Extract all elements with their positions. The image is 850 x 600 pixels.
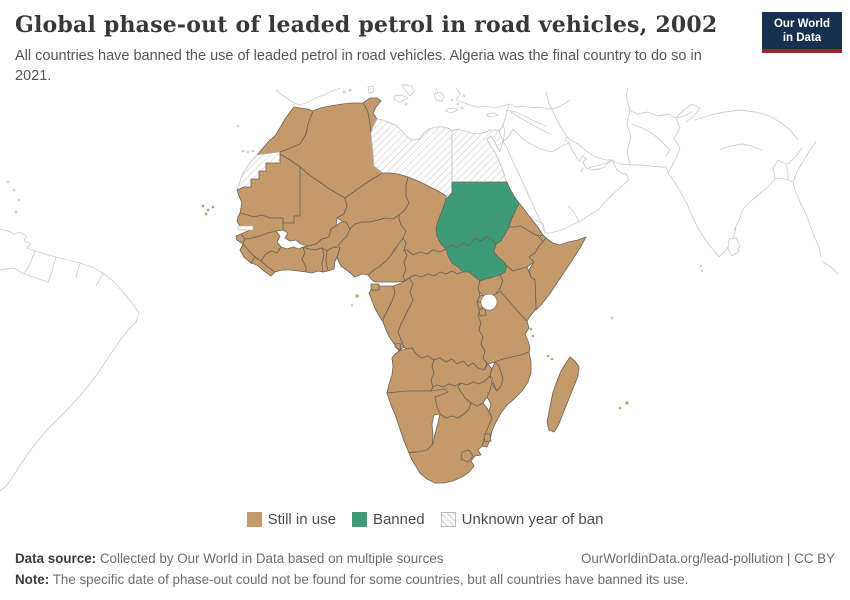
owid-logo[interactable]: Our World in Data (762, 12, 842, 53)
country-somalia[interactable] (528, 236, 587, 311)
country-equatorial-guinea[interactable] (370, 283, 380, 291)
arabia-outline (502, 136, 630, 234)
data-source-text: Collected by Our World in Data based on … (96, 551, 444, 566)
chart-title: Global phase-out of leaded petrol in roa… (15, 12, 718, 38)
country-benin[interactable] (325, 246, 341, 272)
chart-subtitle: All countries have banned the use of lea… (15, 48, 702, 84)
legend-swatch-unknown (440, 512, 456, 527)
legend-label-banned: Banned (372, 511, 425, 528)
map-legend: Still in use Banned Unknown year of ban (0, 511, 850, 528)
south-america-outline (0, 180, 140, 492)
country-madagascar[interactable] (546, 356, 580, 433)
country-guinea-bissau[interactable] (235, 233, 246, 245)
owid-logo-line2: in Data (782, 32, 822, 44)
african-islands (201, 124, 629, 410)
legend-label-unknown: Unknown year of ban (461, 511, 604, 528)
country-eswatini[interactable] (483, 433, 492, 443)
note-label: Note: (15, 572, 50, 587)
country-egypt[interactable] (451, 128, 508, 183)
legend-swatch-banned (351, 512, 367, 527)
country-mauritania[interactable] (236, 153, 301, 224)
data-source-line: Data source: Collected by Our World in D… (15, 548, 443, 569)
country-namibia[interactable] (386, 388, 449, 454)
legend-item-unknown[interactable]: Unknown year of ban (440, 511, 604, 528)
legend-item-banned[interactable]: Banned (351, 511, 425, 528)
header: Global phase-out of leaded petrol in roa… (15, 12, 842, 86)
note-line: Note: The specific date of phase-out cou… (15, 569, 688, 590)
country-gambia[interactable] (237, 225, 254, 231)
note-text: The specific date of phase-out could not… (49, 572, 689, 587)
country-south-africa[interactable] (408, 402, 493, 484)
country-gabon[interactable] (368, 285, 396, 323)
legend-label-still-in-use: Still in use (267, 511, 336, 528)
legend-item-still-in-use[interactable]: Still in use (246, 511, 336, 528)
legend-swatch-still-in-use (246, 512, 262, 527)
country-ghana[interactable] (301, 246, 325, 274)
africa-countries (201, 97, 629, 484)
country-lesotho[interactable] (460, 449, 474, 463)
iran-south-asia-outline (570, 87, 839, 320)
lake-victoria (480, 293, 498, 311)
citation-link: OurWorldinData.org/lead-pollution | CC B… (580, 551, 835, 566)
data-source-label: Data source: (15, 551, 97, 566)
country-cabinda[interactable] (394, 342, 402, 351)
turkey-levant-outline (455, 87, 571, 153)
owid-logo-line1: Our World (773, 18, 830, 30)
country-kenya[interactable] (499, 265, 537, 322)
country-burundi[interactable] (478, 308, 487, 317)
europe-outline (275, 84, 466, 114)
footer: Data source: Collected by Our World in D… (15, 548, 835, 590)
